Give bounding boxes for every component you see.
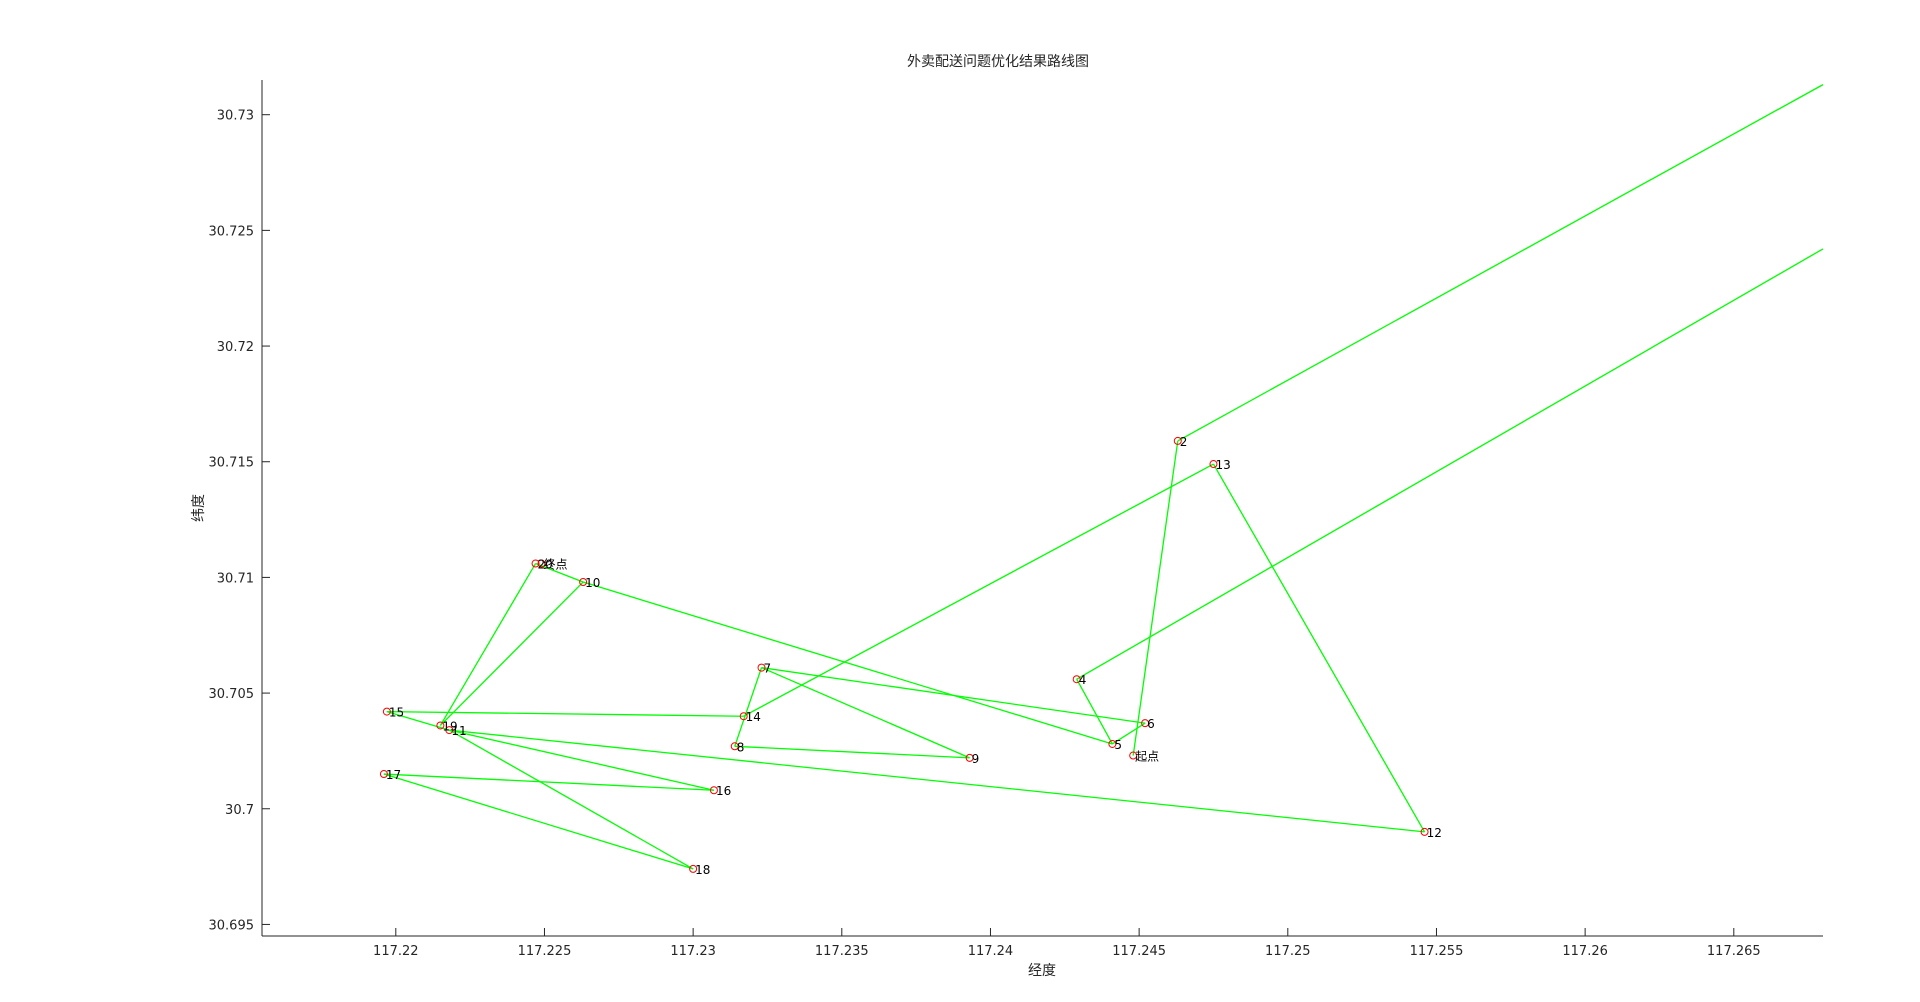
- route-point-marker: [445, 726, 454, 735]
- x-tick-label: 117.23: [670, 944, 716, 959]
- route-point-label: 8: [737, 740, 745, 754]
- route-segment-17: [386, 710, 744, 717]
- route-point-marker: [436, 721, 445, 730]
- route-point-label: 2: [1180, 435, 1188, 449]
- route-point-marker: [531, 559, 540, 568]
- route-point-marker: [1108, 739, 1117, 748]
- route-point-label: 15: [389, 706, 404, 720]
- y-tick-label: 30.73: [217, 109, 254, 124]
- x-tick-label: 117.245: [1112, 944, 1166, 959]
- x-tick-label: 117.22: [373, 944, 419, 959]
- route-point-label: 18: [695, 863, 710, 877]
- route-segments: [383, 84, 1824, 870]
- route-point-label: 17: [386, 768, 401, 782]
- route-point-marker: [689, 864, 698, 873]
- x-axis-ticks: 117.22 117.225 117.23 117.235 117.24 117.245 1…: [373, 928, 1761, 959]
- route-point-marker: [382, 707, 391, 716]
- y-tick-label: 30.725: [209, 224, 255, 239]
- route-point-marker: [1072, 675, 1081, 684]
- route-point-label: 9: [972, 752, 980, 766]
- x-axis-title: 经度: [1028, 963, 1056, 979]
- route-segment-7: [761, 667, 970, 759]
- route-point-label: 4: [1079, 673, 1087, 687]
- route-point-marker: [1420, 827, 1429, 836]
- route-point-label: 16: [716, 784, 731, 798]
- route-segment-10: [582, 581, 1113, 745]
- x-tick-label: 117.26: [1562, 944, 1608, 959]
- y-axis-title: 纬度: [191, 494, 207, 522]
- route-point-marker: [739, 712, 748, 721]
- x-tick-label: 117.255: [1410, 944, 1464, 959]
- route-point-marker: [537, 559, 546, 568]
- route-point-label: 终点: [543, 557, 567, 572]
- route-point-marker: [1173, 436, 1182, 445]
- route-segment-19: [449, 729, 715, 791]
- route-segment-4: [1076, 678, 1113, 745]
- y-tick-label: 30.7: [225, 803, 254, 818]
- x-tick-label: 117.225: [518, 944, 572, 959]
- route-point-marker: [379, 770, 388, 779]
- x-tick-label: 117.235: [815, 944, 869, 959]
- route-segment-13: [439, 581, 584, 726]
- route-point-label: 19: [442, 719, 457, 733]
- route-segment-1: [1132, 440, 1179, 756]
- route-segment-9: [734, 667, 763, 747]
- route-segment-14: [449, 729, 1425, 833]
- y-tick-label: 30.71: [217, 571, 254, 586]
- y-tick-label: 30.695: [209, 918, 255, 933]
- route-segment-5: [1112, 722, 1146, 745]
- route-point-marker: [579, 578, 588, 587]
- route-point-marker: [730, 742, 739, 751]
- route-point-marker: [1209, 460, 1218, 469]
- y-axis-ticks: 30.695 30.7 30.705 30.71 30.715 30.72 30.725 30…: [209, 109, 270, 933]
- route-point-label: 7: [764, 662, 772, 676]
- route-point-label: 11: [451, 724, 466, 738]
- route-point-marker: [757, 663, 766, 672]
- y-tick-label: 30.705: [209, 687, 255, 702]
- route-point-label: 10: [585, 576, 600, 590]
- route-segment-8: [734, 745, 970, 759]
- route-point-label: 13: [1215, 458, 1230, 472]
- route-segment-20: [383, 773, 714, 791]
- axes: 117.22 117.225 117.23 117.235 117.24 117.245 1…: [209, 80, 1823, 959]
- chart-title: 外卖配送问题优化结果路线图: [907, 54, 1089, 70]
- route-segment-3: [1076, 248, 1824, 680]
- route-point-markers: [379, 436, 1429, 873]
- route-point-label: 12: [1427, 826, 1442, 840]
- x-tick-label: 117.265: [1707, 944, 1761, 959]
- route-point-marker: [1141, 719, 1150, 728]
- route-point-label: 6: [1147, 717, 1155, 731]
- route-segment-2: [1177, 84, 1824, 442]
- x-tick-label: 117.25: [1265, 944, 1311, 959]
- y-tick-label: 30.72: [217, 340, 254, 355]
- route-point-marker: [709, 786, 718, 795]
- route-segment-12: [439, 563, 537, 726]
- route-point-marker: [1129, 751, 1138, 760]
- route-segment-15: [1212, 463, 1426, 833]
- route-point-marker: [965, 753, 974, 762]
- route-point-label: 5: [1114, 738, 1122, 752]
- route-point-label: 20: [538, 558, 553, 572]
- route-segment-16: [743, 463, 1214, 717]
- y-tick-label: 30.715: [209, 456, 255, 471]
- route-point-label: 14: [746, 710, 761, 724]
- route-segment-22: [448, 729, 694, 870]
- x-tick-label: 117.24: [968, 944, 1014, 959]
- route-segment-21: [383, 773, 694, 870]
- route-segment-18: [386, 710, 450, 731]
- route-point-label: 起点: [1135, 750, 1159, 764]
